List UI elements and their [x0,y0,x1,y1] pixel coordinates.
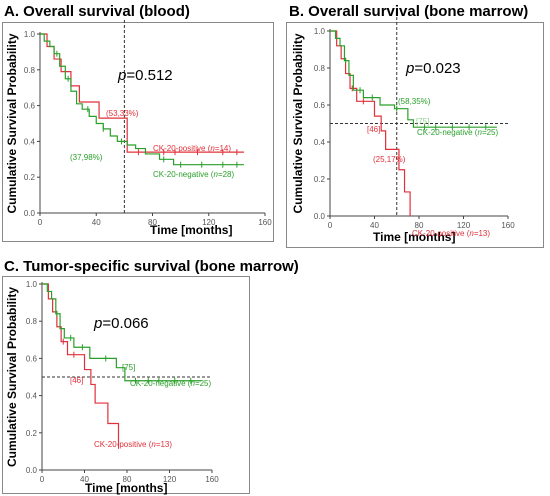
x-axis-title: Time [months] [85,481,167,495]
x-axis-title: Time [months] [373,230,455,244]
y-tick-label: 0.0 [24,209,36,218]
p-value-label: p=0.512 [117,67,173,84]
series-label: CK-20-negative (n=28) [153,170,235,179]
annotation-label: [46] [70,376,83,385]
x-axis-title: Time [months] [150,223,232,237]
y-tick-label: 0.4 [24,137,36,146]
panel-title-c: C. Tumor-specific survival (bone marrow) [4,258,299,275]
p-value-label: p=0.066 [93,315,149,332]
series-label: CK-20-negative (n=25) [130,379,212,388]
x-tick-label: 160 [501,221,515,230]
x-tick-label: 80 [148,218,157,227]
y-axis-title: Cumulative Survival Probability [5,33,19,213]
y-tick-label: 0.2 [26,429,38,438]
y-tick-label: 0.0 [26,466,38,475]
y-tick-label: 0.6 [24,102,36,111]
chart-frame-b [286,22,544,248]
chart-frame-a [2,22,274,242]
x-tick-label: 160 [258,218,272,227]
km-curve-positive [42,283,120,446]
series-label: CK-20-positive (n=14) [153,144,231,153]
y-tick-label: 0.2 [314,175,326,184]
km-curve-negative [40,33,244,166]
series-label: CK-20-positive (n=13) [412,229,490,238]
y-tick-label: 0.6 [314,101,326,110]
y-tick-label: 1.0 [24,30,36,39]
y-axis-title: Cumulative Survival Probability [291,33,305,213]
x-tick-label: 40 [80,475,89,484]
y-tick-label: 0.4 [26,392,38,401]
y-tick-label: 0.6 [26,354,38,363]
x-tick-label: 80 [123,475,132,484]
series-label: CK-20-positive (n=13) [94,440,172,449]
x-tick-label: 40 [370,221,379,230]
x-tick-label: 80 [415,221,424,230]
x-tick-label: 120 [457,221,471,230]
annotation-label: [46] [367,125,380,134]
annotation-label: [75] [416,117,429,126]
y-tick-label: 0.8 [26,317,38,326]
y-tick-label: 0.2 [24,173,36,182]
y-tick-label: 0.0 [314,212,326,221]
annotation-label: [75] [122,363,135,372]
km-curve-positive [330,30,411,216]
x-tick-label: 0 [40,475,45,484]
km-curve-negative [42,283,202,382]
y-tick-label: 0.8 [24,66,36,75]
x-tick-label: 0 [38,218,43,227]
chart-frame-c [2,276,250,494]
y-axis-title: Cumulative Survival Probability [5,287,19,467]
km-curve-negative [330,30,497,128]
x-tick-label: 0 [328,221,333,230]
x-tick-label: 120 [163,475,177,484]
annotation-label: (37,98%) [70,153,103,162]
annotation-label: (53,33%) [106,109,139,118]
p-value-label: p=0.023 [405,60,461,77]
x-tick-label: 40 [92,218,101,227]
y-tick-label: 0.4 [314,138,326,147]
y-tick-label: 1.0 [26,280,38,289]
x-tick-label: 160 [205,475,219,484]
y-tick-label: 0.8 [314,64,326,73]
annotation-label: (58,35%) [398,97,431,106]
y-tick-label: 1.0 [314,27,326,36]
panel-title-b: B. Overall survival (bone marrow) [289,3,529,20]
x-tick-label: 120 [202,218,216,227]
annotation-label: (25,17%) [373,155,406,164]
series-label: CK-20-negative (n=25) [417,128,499,137]
panel-title-a: A. Overall survival (blood) [4,3,190,20]
